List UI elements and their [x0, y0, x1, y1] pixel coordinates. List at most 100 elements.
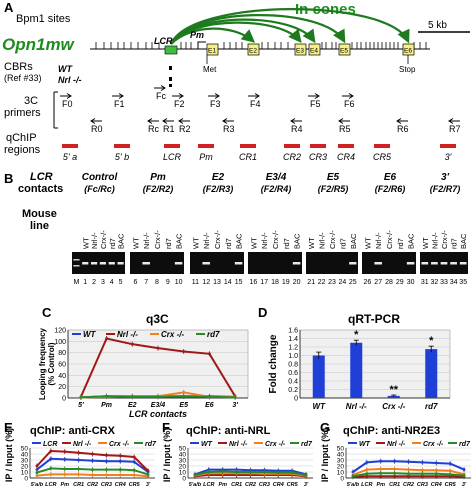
x-tick-label: 3': [462, 482, 467, 488]
lane-label: Crx-/-: [440, 230, 449, 249]
exon-label: E2: [249, 48, 257, 55]
scale-bar-label: 5 kb: [428, 20, 447, 31]
reverse-primer-label: R7: [449, 124, 461, 134]
reverse-primer-arrow: [338, 118, 350, 124]
y-tick-label: 1.6: [288, 328, 298, 335]
lane-label: WT: [307, 237, 316, 249]
x-tick-label: Pm: [101, 402, 112, 409]
mouse-line-label-1: Mouse: [22, 208, 57, 220]
promoter-arrow: [197, 41, 206, 49]
qchip-regions: 5' a 5' b LCR Pm CR1 CR2 CR3 CR4 CR5 3': [62, 144, 456, 162]
lane-number: 21: [307, 279, 315, 286]
x-tick-label: CR1: [73, 482, 84, 488]
reverse-primer-arrow: [396, 118, 408, 124]
gel-image: [362, 252, 416, 274]
lane-label: rd7: [224, 238, 233, 249]
y-tick-label: 0: [294, 396, 298, 403]
forward-primer-label: F0: [62, 99, 73, 109]
contact-group-pair: (F2/R2): [143, 184, 174, 194]
y-tick-label: 30: [179, 458, 187, 465]
panel-a-letter: A: [4, 0, 14, 15]
lane-label: Crx-/-: [153, 230, 162, 249]
legend-label: Nrl -/-: [73, 441, 92, 448]
legend-label: rd7: [207, 330, 220, 339]
x-tick-label: 3': [304, 482, 309, 488]
qchip-label-2: regions: [4, 144, 41, 156]
lane-label: Nrl-/-: [202, 232, 211, 249]
y-tick-label: 10: [337, 470, 345, 477]
lane-label: WT: [191, 237, 200, 249]
legend-label: Crx -/-: [161, 330, 184, 339]
contact-group-pair: (F2/R4): [261, 184, 292, 194]
forward-primer-label: F5: [310, 99, 321, 109]
lane-label: Crx-/-: [271, 230, 280, 249]
bar: [312, 355, 325, 398]
legend-label: rd7: [301, 441, 313, 448]
y-tick-label: 0.6: [288, 370, 298, 377]
x-tick-label: LCR: [203, 482, 214, 488]
qchip-region-label: 5' a: [63, 152, 77, 162]
lane-number: 31: [421, 279, 429, 286]
lane-number: 23: [328, 279, 336, 286]
lane-number: 35: [459, 279, 467, 286]
qchip-label-1: qChIP: [6, 132, 37, 144]
lane-label: WT: [81, 237, 90, 249]
lane-number: 12: [202, 279, 210, 286]
x-tick-label: Nrl -/-: [346, 402, 367, 411]
forward-primer-label: F6: [344, 99, 355, 109]
cbr-wt-mark: [169, 66, 172, 70]
gel-band: [99, 262, 107, 265]
gel-band: [459, 262, 467, 265]
qchip-region-label: LCR: [163, 152, 182, 162]
panel-c: C q3C Looping frequency (% Control) LCR …: [38, 305, 249, 419]
legend-label: Crx -/-: [265, 441, 286, 448]
lane-number: 7: [144, 279, 148, 286]
panel-d: D qRT-PCR Fold change 00.20.40.60.81.01.…: [258, 305, 451, 411]
panel-g-title: qChIP: anti-NR2E3: [343, 425, 440, 437]
legend-label: rd7: [459, 441, 471, 448]
lane-number: M: [73, 279, 79, 286]
forward-primer-arrow: [308, 93, 320, 99]
lane-label: WT: [363, 237, 372, 249]
gel-image: [248, 252, 302, 274]
gel-image: [190, 252, 244, 274]
lane-number: 6: [133, 279, 137, 286]
x-tick-label: CR2: [245, 482, 256, 488]
lane-label: Nrl-/-: [374, 232, 383, 249]
panel-b: B LCR contacts Mouse line Control(Fc/Rc)…: [4, 171, 468, 286]
qchip-region-bar: [62, 144, 78, 148]
x-tick-label: CR4: [431, 482, 442, 488]
lane-number: 1: [83, 279, 87, 286]
y-tick-label: 30: [21, 458, 29, 465]
forward-primer-arrow: [208, 93, 220, 99]
lcr-box: [164, 45, 178, 55]
gel-band: [292, 262, 301, 265]
forward-primers: F0 F1 Fc F2 F3 F4 F5 F6: [60, 85, 355, 109]
lane-number: 11: [192, 279, 199, 286]
y-tick-label: 0.8: [288, 362, 298, 369]
chart-g-ylabel: IP / Input (%): [320, 428, 330, 482]
y-tick-label: 30: [337, 458, 345, 465]
cbr-wt-label: WT: [58, 64, 73, 74]
lane-label: Nrl-/-: [430, 232, 439, 249]
gel-band: [374, 262, 382, 265]
gel-band: [406, 262, 415, 265]
qchip-region-label: CR1: [239, 152, 257, 162]
x-tick-label: E3/4: [151, 402, 166, 409]
lane-label: rd7: [338, 238, 347, 249]
lane-number: 25: [349, 279, 357, 286]
qchip-region-label: CR3: [309, 152, 327, 162]
contact-group-pair: (F2/R3): [203, 184, 234, 194]
cbr-nrl-label: Nrl -/-: [58, 75, 82, 85]
y-tick-label: 120: [54, 328, 66, 335]
lcr-contacts-label-2: contacts: [18, 183, 63, 195]
reverse-primer-label: R6: [397, 124, 409, 134]
lane-label: WT: [421, 237, 430, 249]
x-tick-label: Crx -/-: [382, 402, 405, 411]
x-tick-label: LCR: [45, 482, 56, 488]
lane-label: BAC: [175, 233, 184, 249]
marker-band: [73, 259, 80, 261]
gel-band: [450, 262, 457, 265]
chart-c-xlabel: LCR contacts: [129, 409, 187, 419]
